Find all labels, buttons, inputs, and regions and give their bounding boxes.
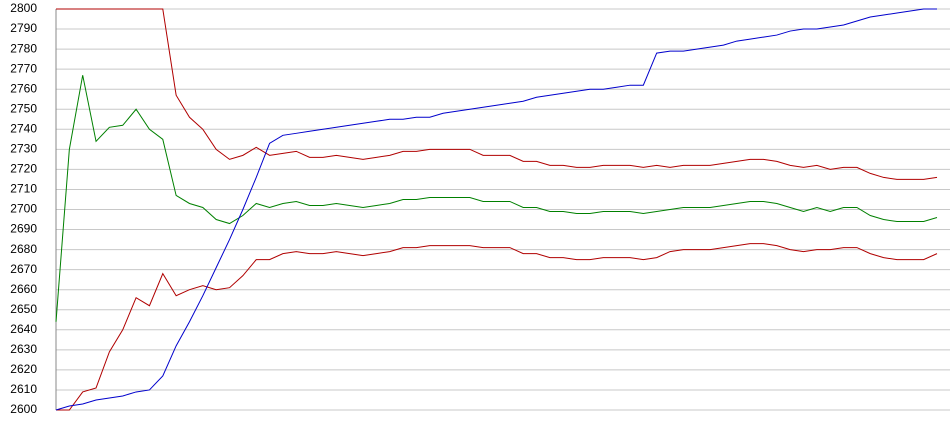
y-tick-label: 2730 (10, 142, 37, 156)
y-tick-label: 2800 (10, 1, 37, 15)
series-line (55, 8, 937, 411)
y-tick-label: 2600 (10, 402, 37, 416)
y-tick-label: 2760 (10, 81, 37, 95)
series-line (55, 75, 938, 322)
y-tick-label: 2660 (10, 282, 37, 296)
y-tick-label: 2680 (10, 242, 37, 256)
series-line (56, 8, 938, 180)
y-tick-label: 2750 (10, 101, 37, 115)
y-tick-label: 2610 (10, 382, 37, 396)
y-tick-label: 2630 (10, 342, 37, 356)
y-tick-label: 2780 (10, 41, 37, 55)
y-tick-label: 2650 (10, 302, 37, 316)
series-line (56, 243, 938, 411)
y-tick-label: 2710 (10, 182, 37, 196)
y-tick-label: 2790 (10, 21, 37, 35)
y-tick-label: 2620 (10, 362, 37, 376)
y-tick-label: 2770 (10, 61, 37, 75)
y-tick-label: 2740 (10, 121, 37, 135)
y-tick-label: 2700 (10, 202, 37, 216)
y-tick-label: 2670 (10, 262, 37, 276)
y-tick-label: 2690 (10, 222, 37, 236)
y-tick-label: 2720 (10, 162, 37, 176)
y-tick-label: 2640 (10, 322, 37, 336)
